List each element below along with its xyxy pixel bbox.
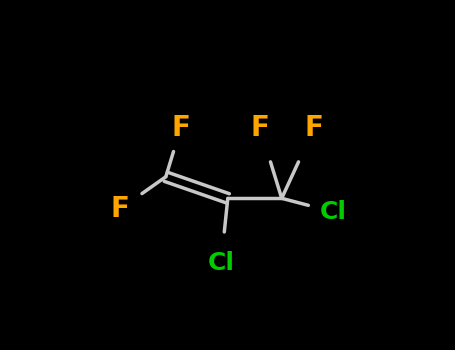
Text: Cl: Cl: [319, 200, 346, 224]
Text: F: F: [111, 195, 129, 223]
Text: Cl: Cl: [207, 251, 235, 275]
Text: F: F: [251, 114, 269, 142]
Text: F: F: [304, 114, 324, 142]
Text: F: F: [171, 114, 190, 142]
